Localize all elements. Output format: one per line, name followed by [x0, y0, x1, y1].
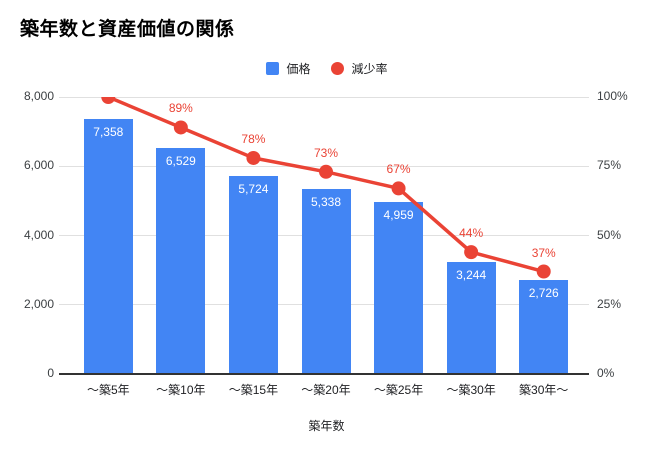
- x-tick-label: ～築15年: [228, 383, 279, 397]
- x-tick-label: ～築30年: [446, 383, 496, 397]
- legend-item-price: 価格: [265, 60, 311, 77]
- rate-point-label: 67%: [386, 162, 411, 177]
- bar-～築20年: [301, 189, 351, 374]
- legend: 価格 減少率: [265, 60, 388, 77]
- rate-point-築30年～: [536, 264, 551, 279]
- bar-value-label: 7,358: [93, 125, 124, 140]
- legend-label-rate: 減少率: [351, 62, 388, 76]
- bar-～築15年: [228, 175, 278, 374]
- x-axis-title: 築年数: [308, 419, 345, 433]
- rate-series-swatch-icon: [330, 62, 344, 75]
- y-left-tick-label: 0: [47, 366, 54, 380]
- rate-point-～築30年: [464, 245, 479, 260]
- y-right-tick-label: 75%: [597, 158, 622, 173]
- bar-value-label: 3,244: [456, 267, 487, 282]
- x-tick-label: ～築25年: [373, 383, 424, 397]
- y-left-tick-label: 4,000: [23, 227, 54, 242]
- y-left-tick-label: 2,000: [23, 296, 54, 311]
- bar-～築10年: [156, 147, 206, 374]
- x-tick-label: ～築10年: [156, 383, 206, 397]
- rate-line: [107, 97, 545, 274]
- bar-～築25年: [374, 202, 424, 374]
- rate-point-～築10年: [173, 120, 188, 135]
- bar-～築30年: [446, 261, 496, 374]
- rate-point-～築25年: [391, 181, 406, 196]
- rate-point-label: 89%: [168, 101, 193, 116]
- y-right-tick-label: 25%: [597, 296, 622, 311]
- bar-value-label: 4,959: [383, 208, 414, 223]
- x-tick-label: 築30年～: [519, 383, 569, 397]
- rate-line-series: [101, 97, 551, 279]
- gridline: [59, 96, 589, 98]
- bar-value-label: 5,724: [238, 181, 269, 196]
- y-right-tick-label: 100%: [597, 89, 628, 103]
- legend-item-rate: 減少率: [330, 60, 388, 77]
- x-tick-label: ～築20年: [301, 383, 351, 397]
- x-axis-line: [59, 373, 589, 375]
- rate-point-label: 78%: [241, 131, 266, 146]
- y-left-tick-label: 8,000: [23, 89, 54, 103]
- y-right-tick-label: 0%: [597, 366, 615, 380]
- bar-value-label: 2,726: [528, 285, 559, 300]
- rate-point-～築5年: [101, 97, 116, 104]
- bar-value-label: 6,529: [165, 153, 196, 168]
- y-right-tick-label: 50%: [597, 227, 622, 242]
- chart-title: 築年数と資産価値の関係: [20, 19, 235, 40]
- rate-point-label: 37%: [531, 245, 556, 260]
- price-series-swatch-icon: [265, 62, 279, 75]
- rate-point-label: 44%: [459, 226, 484, 241]
- rate-point-label: 73%: [313, 145, 339, 160]
- x-tick-label: ～築5年: [86, 383, 130, 397]
- bar-～築5年: [83, 119, 133, 374]
- legend-label-price: 価格: [286, 62, 311, 76]
- y-left-tick-label: 6,000: [23, 158, 54, 173]
- bar-value-label: 5,338: [310, 195, 342, 210]
- bar-築30年～: [519, 279, 569, 374]
- rate-point-～築15年: [246, 150, 261, 165]
- rate-point-～築20年: [319, 164, 333, 179]
